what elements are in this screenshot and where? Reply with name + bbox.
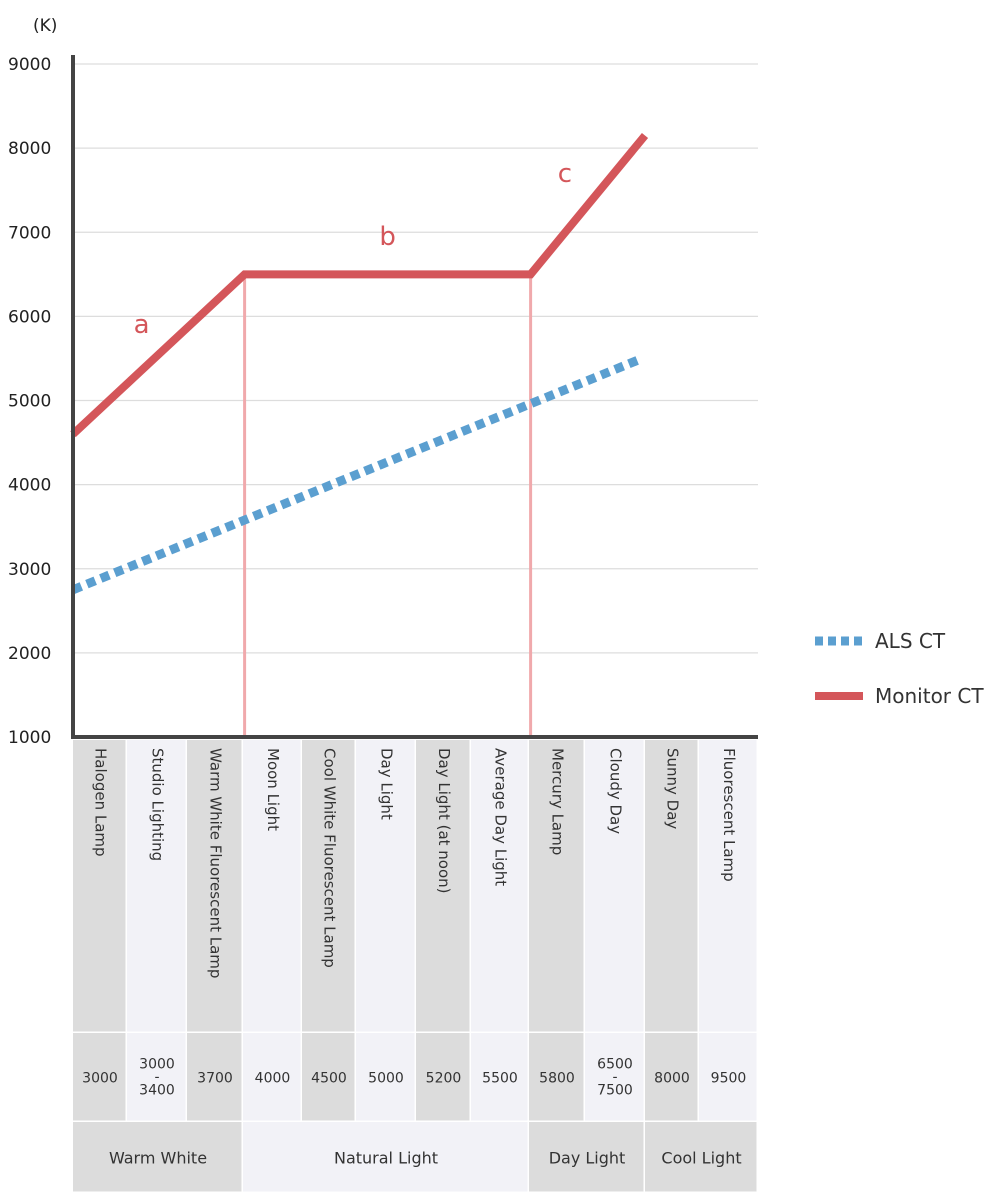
als-ct-line: [71, 354, 644, 594]
legend-label: ALS CT: [875, 629, 946, 653]
source-name-label: Day Light: [378, 748, 396, 820]
source-name-label: Studio Lighting: [149, 748, 167, 861]
y-tick-label: 1000: [8, 728, 51, 748]
axes: [71, 55, 758, 739]
source-temp-label: 4000: [255, 1071, 291, 1087]
source-temp-label: 3000: [139, 1057, 175, 1073]
source-temp-label: 5200: [426, 1071, 462, 1087]
source-temp-label: 5000: [368, 1071, 404, 1087]
source-temp-label: 3400: [139, 1083, 175, 1099]
category-label: Day Light: [549, 1149, 626, 1168]
source-temp-cell: [529, 1033, 584, 1121]
source-name-cell: [243, 740, 301, 1032]
y-tick-label: 7000: [8, 223, 51, 243]
gridlines: [73, 63, 758, 654]
segment-label: a: [134, 310, 150, 340]
source-temp-cell: [187, 1033, 242, 1121]
source-temp-label: 8000: [654, 1071, 690, 1087]
source-temp-cell: [127, 1033, 186, 1121]
legend: ALS CT Monitor CT: [815, 629, 984, 708]
source-name-label: Day Light (at noon): [435, 748, 453, 894]
source-temp-label: 6500: [597, 1057, 633, 1073]
source-temp-cell: [471, 1033, 528, 1121]
source-name-label: Mercury Lamp: [549, 748, 567, 855]
category-label: Warm White: [109, 1149, 207, 1168]
y-axis-unit: (K): [33, 16, 57, 36]
source-name-label: Fluorescent Lamp: [720, 748, 738, 882]
source-name-cell: [302, 740, 355, 1032]
source-name-cell: [699, 740, 757, 1032]
source-temp-cell: [356, 1033, 415, 1121]
source-temp-label: 3700: [197, 1071, 233, 1087]
source-name-cell: [187, 740, 242, 1032]
y-tick-label: 6000: [8, 307, 51, 327]
source-temp-label: 9500: [711, 1071, 747, 1087]
legend-label: Monitor CT: [875, 684, 984, 708]
series-lines: [70, 132, 649, 594]
source-name-label: Average Day Light: [492, 748, 510, 886]
source-name-label: Halogen Lamp: [92, 748, 110, 857]
source-temp-cell: [73, 1033, 126, 1121]
source-temp-label: 5800: [539, 1071, 575, 1087]
source-temp-cell: [243, 1033, 301, 1121]
category-label: Cool Light: [661, 1149, 741, 1168]
category-cell: [529, 1122, 644, 1192]
source-temp-label: -: [612, 1070, 617, 1086]
source-temp-label: 7500: [597, 1083, 633, 1099]
source-name-cell: [529, 740, 584, 1032]
category-label: Natural Light: [334, 1149, 438, 1168]
source-name-label: Warm White Fluorescent Lamp: [207, 748, 225, 978]
source-name-cell: [127, 740, 186, 1032]
source-temp-cell: [699, 1033, 757, 1121]
y-tick-label: 3000: [8, 560, 51, 580]
chart-labels: 1000 2000 3000 4000 5000 6000 7000 8000 9000 (K) a…: [8, 16, 572, 748]
y-tick-label: 8000: [8, 139, 51, 159]
source-temp-cell: [585, 1033, 644, 1121]
y-tick-label: 4000: [8, 476, 51, 496]
y-tick-label: 2000: [8, 644, 51, 664]
y-tick-label: 5000: [8, 392, 51, 412]
source-name-label: Cloudy Day: [607, 748, 625, 834]
source-name-label: Cool White Fluorescent Lamp: [321, 748, 339, 968]
monitor-ct-line: [70, 132, 649, 438]
source-name-cell: [356, 740, 415, 1032]
source-temp-cell: [416, 1033, 470, 1121]
source-temp-cell: [302, 1033, 355, 1121]
source-name-label: Moon Light: [264, 748, 282, 831]
category-cell: [243, 1122, 528, 1192]
source-temp-label: 5500: [482, 1071, 518, 1087]
segment-label: c: [558, 159, 572, 189]
reference-lines: [243, 274, 533, 737]
source-temp-cell: [645, 1033, 698, 1121]
source-temp-label: -: [154, 1070, 159, 1086]
y-tick-label: 9000: [8, 55, 51, 75]
source-name-cell: [73, 740, 126, 1032]
source-name-label: Sunny Day: [664, 748, 682, 829]
source-temp-label: 3000: [82, 1071, 118, 1087]
source-name-cell: [585, 740, 644, 1032]
source-temp-label: 4500: [311, 1071, 347, 1087]
source-name-cell: [471, 740, 528, 1032]
source-name-cell: [416, 740, 470, 1032]
category-cell: [645, 1122, 757, 1192]
segment-label: b: [379, 222, 396, 252]
category-cell: [73, 1122, 242, 1192]
source-name-cell: [645, 740, 698, 1032]
